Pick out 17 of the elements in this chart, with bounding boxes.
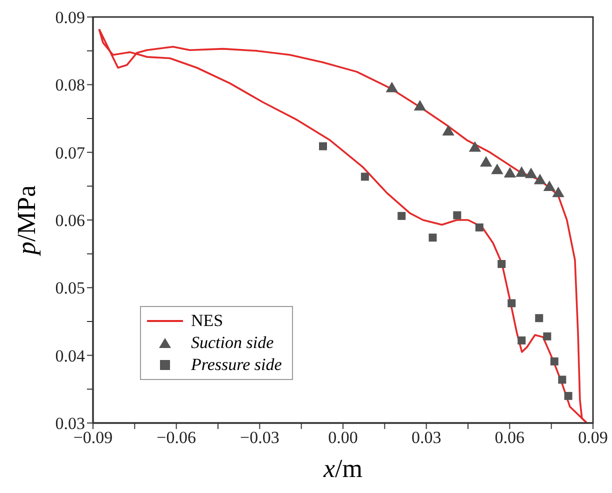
y-tick-label: 0.04 [55,346,86,366]
x-tick-label: −0.06 [156,428,196,448]
y-tick-label: 0.07 [55,143,86,162]
x-tick-label: 0.09 [578,428,608,448]
y-tick-label: 0.06 [55,211,85,230]
x-tick-label: 0.06 [494,428,525,448]
y-tick-label: 0.09 [55,8,85,28]
legend-label: Pressure side [191,354,282,376]
x-tick-label: 0.00 [328,428,358,448]
y-tick-label: 0.08 [55,76,85,95]
legend-label: NES [191,310,224,332]
y-tick-label: 0.05 [55,278,85,298]
y-axis-title: p/MPa [12,184,41,257]
legend-label: Suction side [191,332,274,354]
x-tick-label: 0.03 [411,428,442,448]
x-axis-title: x/m [322,454,362,483]
x-tick-label: −0.03 [240,428,280,448]
